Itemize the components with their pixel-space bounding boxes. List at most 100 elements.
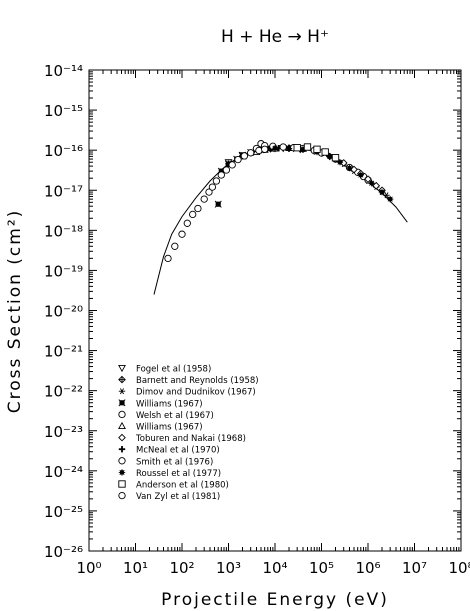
x-tick-label: 10⁶ [355,559,380,577]
axis-ticks: 10⁰ 10¹ 10² 10³ 10⁴ 10⁵ 10⁶ 10⁷ 10⁸ 10⁻²⁶ 10⁻²⁵ 10⁻… [44,62,470,577]
circle-marker [255,146,263,155]
legend-label: Roussel et al (1977) [136,469,221,479]
legend-marker [118,491,126,500]
legend: Fogel et al (1958)Barnett and Reynolds (… [118,364,259,502]
circle-marker [228,161,236,169]
legend-label: Fogel et al (1958) [136,365,211,375]
data-point [189,210,197,219]
legend-marker [118,375,126,384]
data-point [214,200,222,208]
data-point [357,171,364,179]
legend-marker [118,364,126,373]
data-point [331,154,340,162]
circle-marker [240,152,249,160]
legend-marker [118,433,126,442]
y-tick-label: 10⁻¹⁸ [44,222,83,240]
circle-marker [183,219,191,227]
star-stroke [358,172,364,178]
y-tick-label: 10⁻¹⁴ [44,62,83,80]
data-point [368,179,375,187]
circle-marker [200,195,208,203]
y-tick-label: 10⁻¹⁵ [44,102,83,120]
circle-marker [171,242,179,250]
x-tick-label: 10¹ [123,559,148,577]
legend-marker [118,388,126,395]
data-point [279,143,287,151]
legend-label: Van Zyl et al (1981) [136,492,220,502]
chart-title: H + He → H⁺ [221,27,329,47]
data-point [285,145,293,152]
square-marker [118,480,126,488]
data-point [383,192,390,199]
data-point [240,152,249,160]
legend-label: Williams (1967) [136,399,203,409]
data-point [171,242,179,250]
circle-marker [279,143,287,151]
x-tick-label: 10⁷ [402,559,427,577]
legend-marker [118,421,126,430]
data-point [387,195,394,203]
circle-marker [118,457,126,465]
legend-marker [118,399,126,407]
data-point [247,149,255,157]
square-marker [293,144,301,152]
y-tick-label: 10⁻¹⁹ [44,262,83,280]
circle-marker [118,410,126,419]
data-point [271,144,279,152]
data-point [228,161,236,169]
x-axis-label: Projectile Energy (eV) [161,590,389,610]
x-tick-label: 10⁸ [448,559,470,577]
y-tick-label: 10⁻²⁶ [44,543,83,561]
legend-label: Toburen and Nakai (1968) [135,434,246,444]
star-stroke [379,189,385,195]
circle-marker [261,145,269,153]
circle-marker [212,177,221,185]
x-tick-label: 10³ [216,559,241,577]
star-stroke [286,145,292,152]
data-point [205,188,213,196]
data-point [164,254,172,263]
square-marker [313,145,321,153]
legend-marker [118,446,126,453]
square-marker [303,143,312,151]
triangle-up-marker [118,421,126,430]
y-tick-label: 10⁻²⁴ [44,463,83,481]
circle-marker [205,188,213,196]
square-marker [321,148,329,156]
data-point [234,155,242,164]
circle-marker [208,183,217,191]
asterisk-stroke [120,388,124,395]
star-stroke [337,159,343,165]
fit-curve [153,147,408,295]
y-tick-label: 10⁻²³ [44,423,83,441]
legend-label: Dimov and Dudnikov (1967) [136,388,256,398]
data-point [222,166,231,174]
diamond-marker [372,181,381,190]
y-tick-label: 10⁻¹⁷ [44,182,83,200]
data-point [200,195,208,203]
legend-label: Welsh et al (1967) [136,411,214,421]
x-tick-label: 10⁰ [76,559,101,577]
y-tick-label: 10⁻²¹ [44,343,83,361]
data-points-layer [164,140,394,263]
circle-marker [217,171,225,179]
square-marker [331,154,340,162]
star-stroke [119,469,125,475]
x-tick-label: 10⁴ [262,559,287,577]
data-point [217,171,225,179]
circle-marker [222,166,231,174]
data-point [261,145,269,153]
diamond-marker [118,433,126,442]
diamond-marker [364,175,372,183]
legend-marker [118,410,126,419]
data-point [208,183,217,191]
legend-marker [118,457,126,465]
data-point [346,164,353,172]
star-stroke [272,145,278,151]
legend-label: Smith et al (1976) [136,457,213,467]
triangle-down-marker [118,364,126,373]
star-stroke [327,153,333,159]
legend-label: Anderson et al (1980) [136,481,229,491]
y-tick-label: 10⁻²⁰ [44,303,83,321]
